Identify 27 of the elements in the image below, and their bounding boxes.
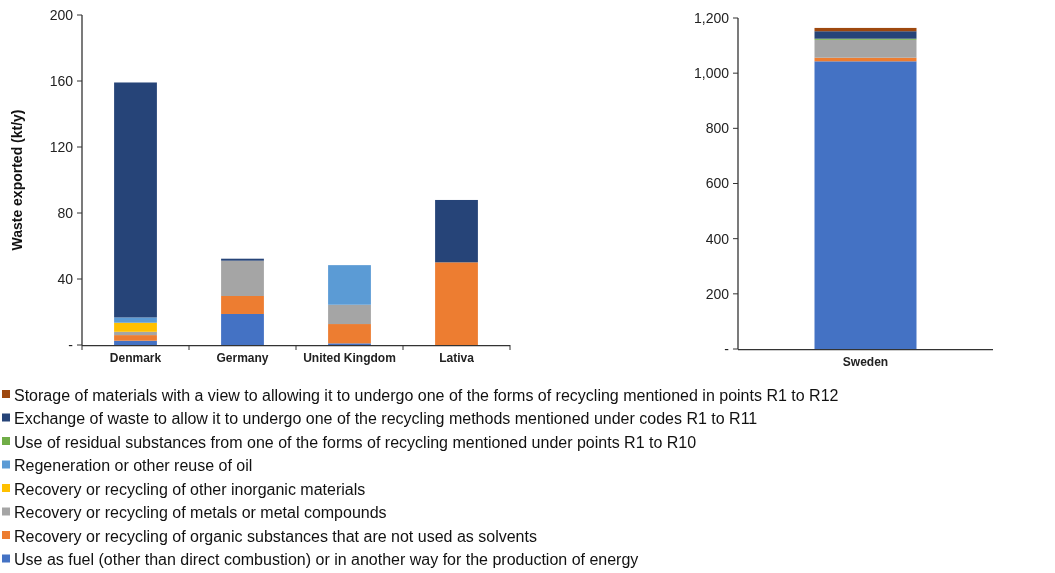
y-tick-label: 1,200	[693, 9, 730, 26]
y-tick-label: 200	[705, 285, 730, 302]
y-tick-label: 200	[49, 6, 74, 23]
y-axis-title: Waste exported (kt/y)	[9, 109, 25, 251]
legend-label: Storage of materials with a view to allowing it to undergo one of the forms of recycling mentioned in points R1 to R12	[14, 386, 839, 404]
x-tick-label: United Kingdom	[303, 351, 396, 365]
y-tick-label: 600	[705, 175, 730, 192]
legend-label: Regeneration or other reuse of oil	[14, 457, 253, 475]
y-tick-label: -	[724, 340, 730, 357]
y-tick-label: 40	[57, 270, 74, 287]
y-tick-label: 400	[705, 230, 730, 247]
y-tick-label: 80	[57, 204, 74, 221]
x-tick-label: Germany	[216, 351, 269, 365]
y-tick-label: 160	[49, 72, 74, 89]
legend-label: Use of residual substances from one of the forms of recycling mentioned under points R1 to R10	[14, 433, 697, 451]
x-tick-label: Sweden	[842, 355, 889, 369]
legend-label: Exchange of waste to allow it to undergo one of the recycling methods mentioned under codes R1 to R11	[14, 410, 758, 428]
legend-label: Recovery or recycling of other inorganic materials	[14, 480, 366, 498]
x-tick-label: Denmark	[109, 351, 162, 365]
legend-label: Recovery or recycling of organic substances that are not used as solvents	[14, 527, 537, 545]
y-tick-label: -	[68, 336, 74, 353]
x-tick-label: Lativa	[439, 351, 475, 365]
y-tick-label: 120	[49, 138, 74, 155]
legend-label: Use as fuel (other than direct combustion) or in another way for the production of energy	[14, 551, 639, 569]
y-tick-label: 1,000	[693, 65, 730, 82]
legend-label: Recovery or recycling of metals or metal compounds	[14, 504, 387, 522]
y-tick-label: 800	[705, 120, 730, 137]
